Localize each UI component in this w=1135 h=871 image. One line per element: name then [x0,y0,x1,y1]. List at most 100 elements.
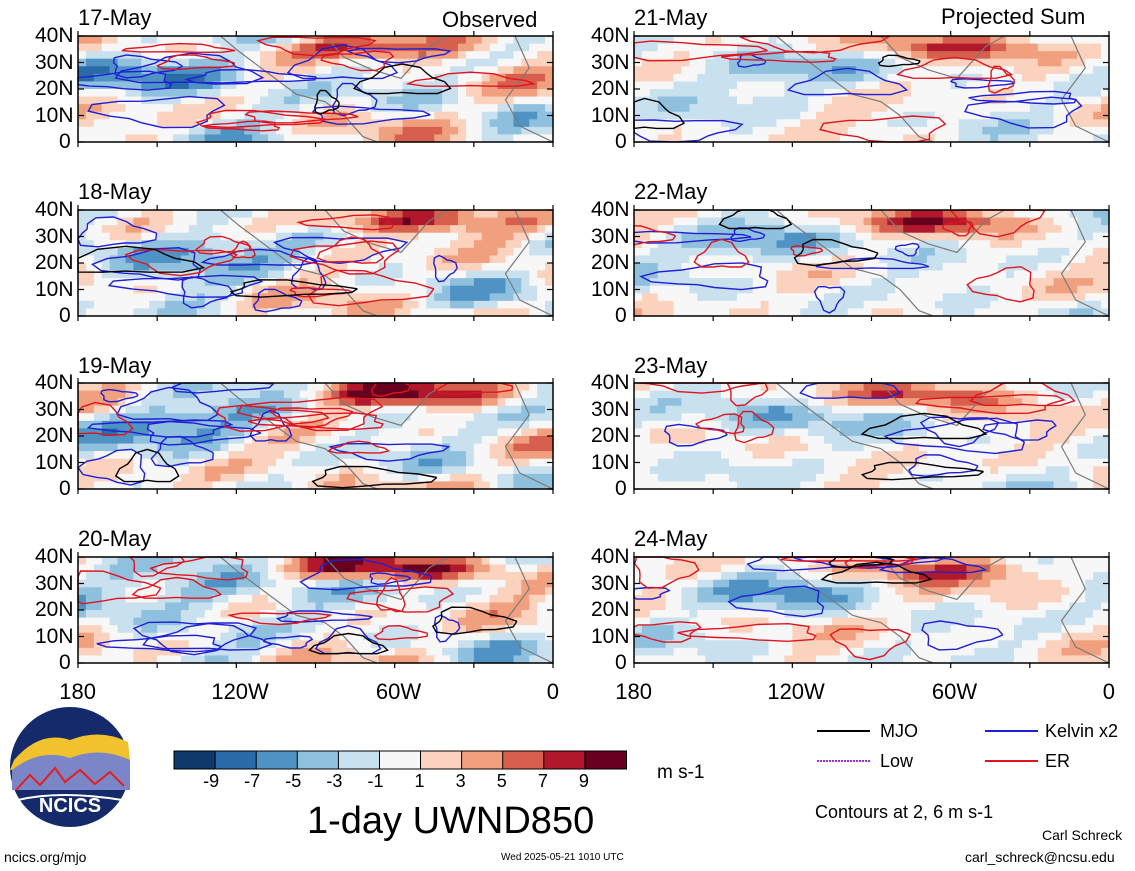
er-contour [289,286,352,298]
kelvin-contour [883,417,1026,455]
y-tick-label: 30N [35,50,74,74]
contour-legend [817,730,1038,762]
projected-column-title: Projected Sum [941,4,1086,29]
kelvin-contour [639,262,769,291]
footer-timestamp: Wed 2025-05-21 1010 UTC [501,852,624,863]
colorbar-swatch [420,750,463,770]
kelvin-contour [982,419,1057,441]
y-tick-label: 30N [591,571,630,595]
mjo-contour [311,465,438,489]
colorbar-tick-label: -3 [326,771,343,791]
er-contour [966,266,1035,303]
kelvin-contour [114,52,265,85]
date-label: 17-May [78,5,152,30]
date-label: 23-May [634,353,708,378]
y-tick-label: 40N [35,198,74,221]
kelvin-contour [252,288,303,313]
kelvin-contour [813,285,846,314]
er-contour [289,240,400,275]
legend-mjo-label: MJO [880,721,918,741]
colorbar-swatch [337,750,381,770]
colorbar [173,750,628,770]
y-tick-label: 40N [591,24,630,47]
mjo-contour [431,606,518,635]
mjo-contour [860,461,984,481]
colorbar-swatch [584,750,628,770]
y-tick-label: 40N [591,545,630,568]
er-contour [694,413,745,435]
y-tick-label: 0 [59,477,71,500]
date-label: 22-May [634,179,708,204]
footer-email: carl_schreck@ncsu.edu [965,849,1115,865]
colorbar-swatch [214,750,258,770]
er-contour [327,440,391,454]
kelvin-contour [345,47,452,64]
er-contour [987,65,1016,94]
x-tick-label: 180 [59,679,96,704]
er-contour [634,556,700,589]
y-tick-label: 0 [59,130,71,153]
kelvin-contour [112,54,183,79]
kelvin-contour [786,67,909,96]
y-tick-label: 20N [591,424,630,447]
y-tick-label: 20N [35,598,74,621]
kelvin-contour [908,454,979,478]
colorbar-tick-label: 9 [578,771,589,791]
er-contour [346,586,455,613]
kelvin-contour [286,44,399,80]
y-tick-label: 10N [35,103,74,127]
mjo-contour [308,632,389,655]
colorbar-swatch [461,750,504,770]
kelvin-contour [963,96,1083,129]
kelvin-contour [328,442,451,462]
er-contour [202,120,281,132]
map-panel [633,552,1110,668]
date-label: 21-May [634,5,708,30]
colorbar-swatch [255,750,299,770]
y-tick-label: 40N [35,24,74,47]
er-contour [226,612,333,626]
y-tick-label: 40N [35,545,74,568]
er-contour [677,622,817,643]
y-tick-label: 10N [35,450,74,474]
map-panel [77,552,554,668]
y-tick-label: 30N [35,397,74,421]
kelvin-contour [96,634,222,653]
mjo-contour [314,89,340,115]
y-tick-label: 40N [35,371,74,394]
x-tick-label: 120W [767,679,825,704]
y-tick-label: 20N [35,424,74,447]
kelvin-contour [142,622,273,651]
kelvin-contour [77,216,158,248]
er-contour [156,54,236,71]
y-tick-label: 0 [615,477,627,500]
er-contour [733,410,775,444]
kelvin-contour [727,585,825,618]
er-contour [316,236,385,264]
y-tick-label: 20N [591,77,630,100]
er-contour [269,407,354,429]
mjo-contour [793,238,879,267]
map-panel [633,31,1110,147]
kelvin-contour [100,388,139,403]
colorbar-tick-label: 7 [537,771,548,791]
er-contour [195,235,252,255]
kelvin-contour [183,68,317,84]
date-label: 19-May [78,353,152,378]
mjo-contour [229,279,358,298]
footer-author: Carl Schreck [1042,827,1123,843]
y-tick-label: 20N [35,77,74,100]
kelvin-contour [200,248,318,266]
colorbar-tick-label: 3 [455,771,466,791]
y-tick-label: 10N [591,624,630,648]
mjo-contour [353,63,452,95]
logo-text: NCICS [39,795,101,817]
x-tick-label: 180 [615,679,652,704]
er-contour [819,115,947,143]
legend-low-label: Low [880,751,914,771]
y-tick-label: 10N [591,277,630,301]
kelvin-contour [275,610,373,623]
er-contour [236,396,384,432]
kelvin-contour [249,409,293,442]
colorbar-tick-label: -1 [367,771,384,791]
